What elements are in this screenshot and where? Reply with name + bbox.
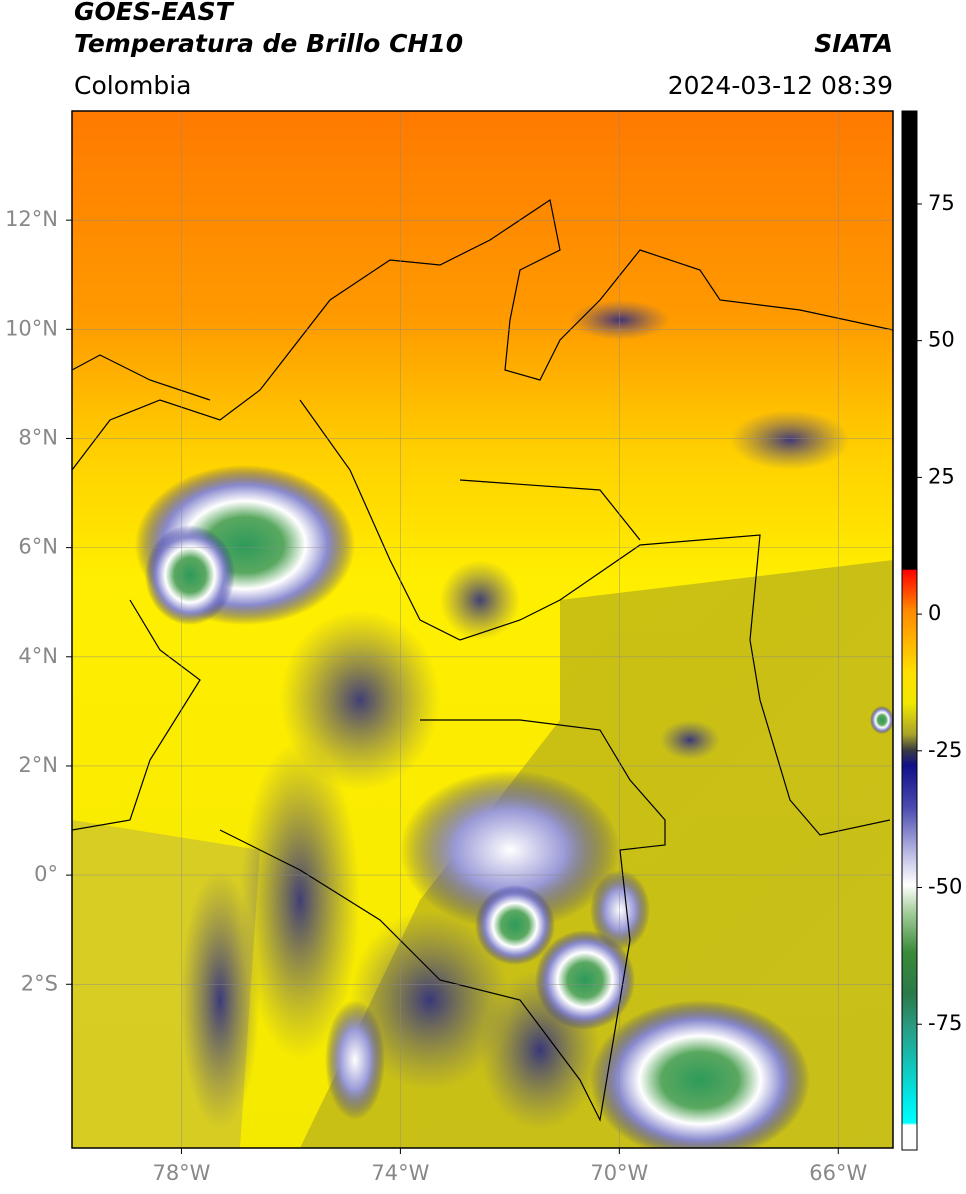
lat-tick-label: 8°N xyxy=(18,425,58,449)
lon-tick-label: 70°W xyxy=(590,1161,648,1185)
lat-tick-label: 2°N xyxy=(18,753,58,777)
satellite-image xyxy=(72,111,893,1148)
lon-tick-label: 78°W xyxy=(152,1161,210,1185)
colorbar-tick-label: 25 xyxy=(928,464,955,488)
lat-tick-label: 0° xyxy=(34,862,58,886)
tick-layer: 78°W 74°W 70°W 66°W 12°N 10°N 8°N 6°N 4°N 2°N 0° 2°… xyxy=(5,191,962,1185)
grid xyxy=(72,111,893,1148)
colorbar-tick-label: 0 xyxy=(928,601,941,625)
lat-tick-label: 6°N xyxy=(18,535,58,559)
datetime: 2024-03-12 08:39 xyxy=(668,71,893,100)
lon-tick-label: 66°W xyxy=(809,1161,867,1185)
lat-tick-label: 10°N xyxy=(5,316,58,340)
title: GOES-EAST xyxy=(74,0,235,26)
subtitle: Temperatura de Brillo CH10 xyxy=(74,29,463,58)
colorbar-tick-label: 50 xyxy=(928,328,955,352)
lon-tick-label: 74°W xyxy=(371,1161,429,1185)
lat-tick-label: 2°S xyxy=(21,971,58,995)
colorbar-tick-label: -25 xyxy=(928,738,962,762)
source: SIATA xyxy=(814,29,893,58)
colorbar xyxy=(901,110,918,1151)
colorbar-tick-label: -50 xyxy=(928,875,962,899)
colorbar-tick-label: -75 xyxy=(928,1011,962,1035)
colorbar-tick-label: 75 xyxy=(928,191,955,215)
lat-tick-label: 12°N xyxy=(5,207,58,231)
map-frame xyxy=(71,110,894,1149)
lat-tick-label: 4°N xyxy=(18,644,58,668)
region: Colombia xyxy=(74,71,191,100)
